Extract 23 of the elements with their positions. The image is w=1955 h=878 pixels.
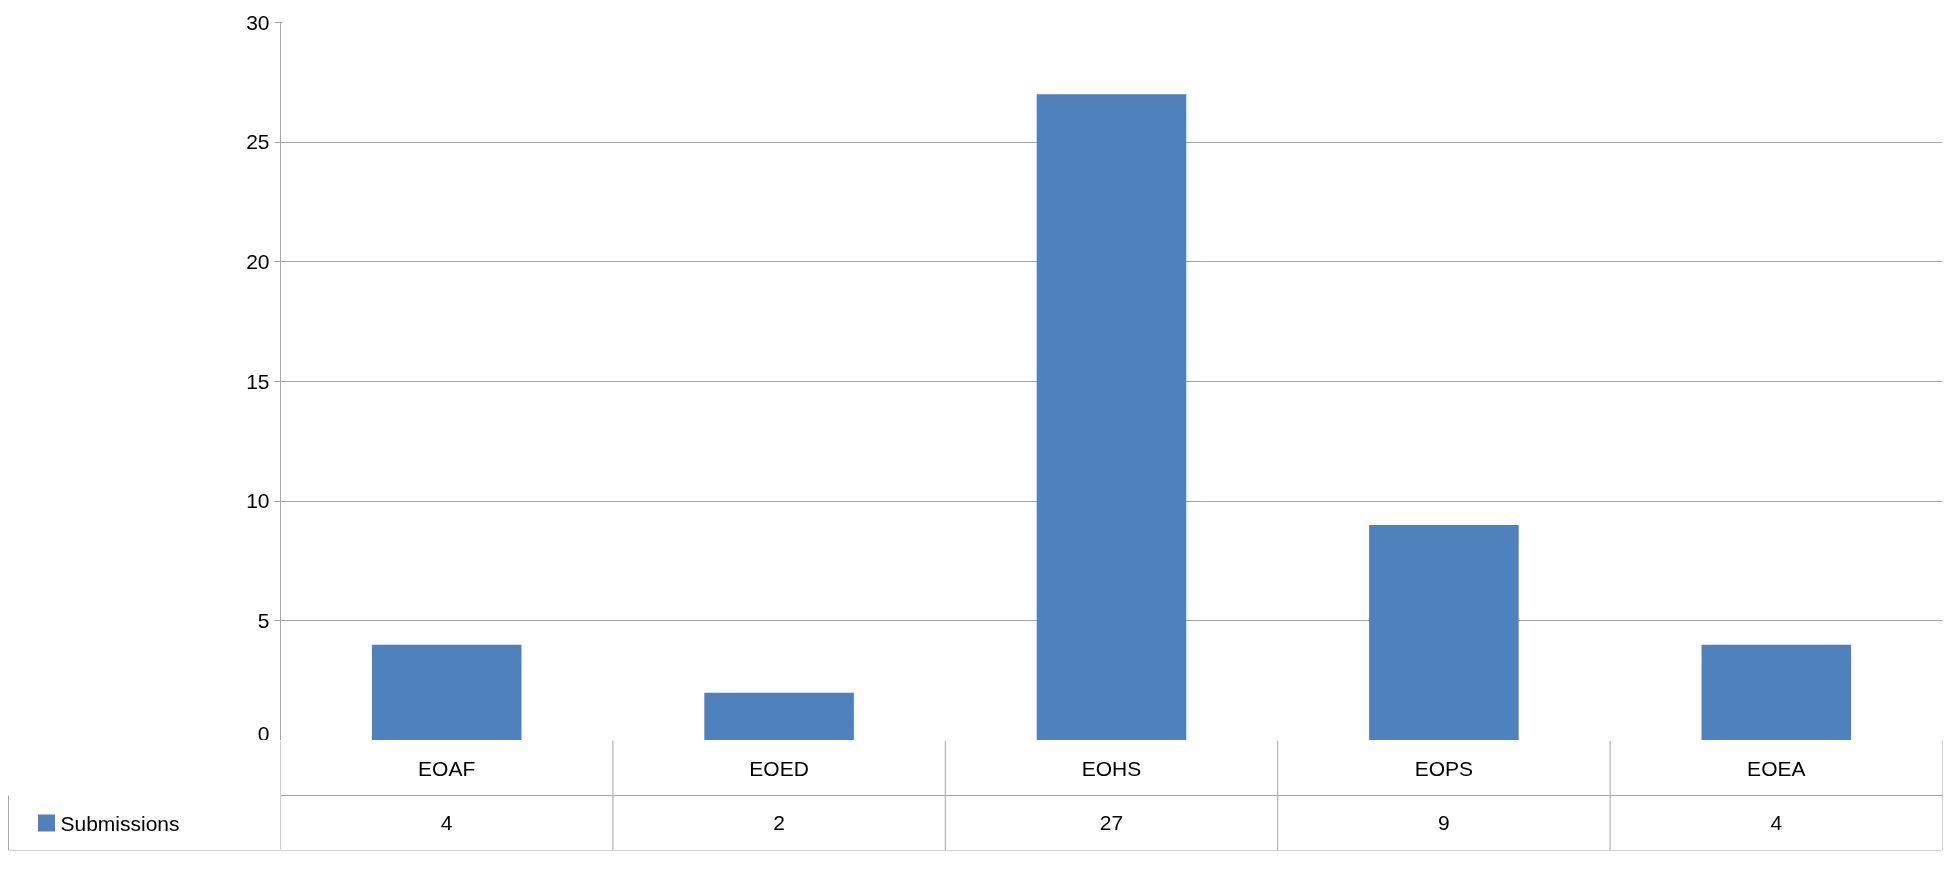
bar [1369, 525, 1519, 740]
y-tick-label: 20 [246, 249, 270, 273]
x-tick-label: EOEA [1747, 756, 1806, 780]
x-tick-label: EOPS [1414, 756, 1474, 780]
data-label: 4 [1770, 811, 1783, 834]
y-tick-label: 0 [257, 721, 270, 745]
bar [1036, 94, 1187, 740]
bar [371, 644, 522, 740]
data-label: 9 [1438, 811, 1450, 834]
bar [1701, 644, 1852, 740]
data-label: 27 [1099, 811, 1124, 834]
y-tick-label: 5 [257, 608, 270, 632]
bar [704, 692, 854, 740]
legend-label: Submissions [60, 811, 180, 835]
y-tick-label: 10 [246, 489, 270, 513]
y-tick-label: 25 [246, 130, 270, 154]
data-label: 4 [440, 811, 453, 834]
x-tick-label: EOAF [418, 756, 476, 780]
x-tick-label: EOED [749, 756, 809, 780]
y-tick-label: 15 [246, 369, 270, 393]
data-label: 2 [773, 811, 785, 834]
y-tick-label: 30 [246, 10, 270, 34]
x-tick-label: EOHS [1081, 756, 1142, 780]
